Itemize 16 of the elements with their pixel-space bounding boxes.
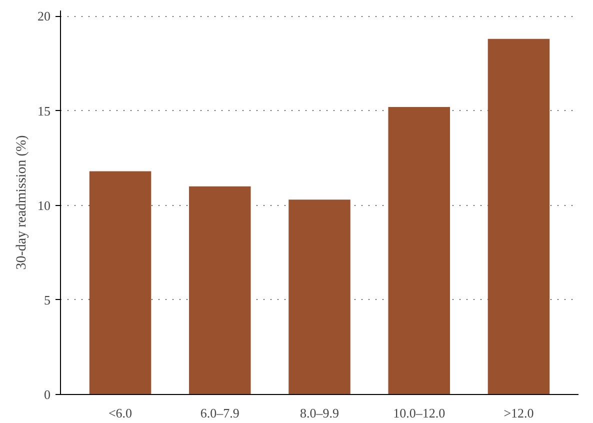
y-tick-label: 0 bbox=[44, 387, 50, 402]
y-tick-label: 10 bbox=[38, 198, 50, 213]
x-tick-label: 10.0–12.0 bbox=[393, 406, 446, 420]
y-tick-label: 15 bbox=[38, 103, 50, 118]
x-tick-label: 6.0–7.9 bbox=[200, 406, 240, 420]
x-tick-label: <6.0 bbox=[108, 406, 132, 420]
bar bbox=[288, 200, 350, 394]
x-tick-label: >12.0 bbox=[504, 406, 534, 420]
bar bbox=[189, 186, 251, 394]
bar bbox=[388, 106, 450, 394]
y-tick-label: 20 bbox=[38, 8, 50, 24]
y-tick-label: 5 bbox=[44, 292, 50, 308]
bar bbox=[89, 171, 152, 394]
bar bbox=[488, 38, 550, 394]
y-axis-title: 30-day readmission (%) bbox=[14, 134, 30, 270]
x-tick-label: 8.0–9.9 bbox=[300, 406, 339, 420]
